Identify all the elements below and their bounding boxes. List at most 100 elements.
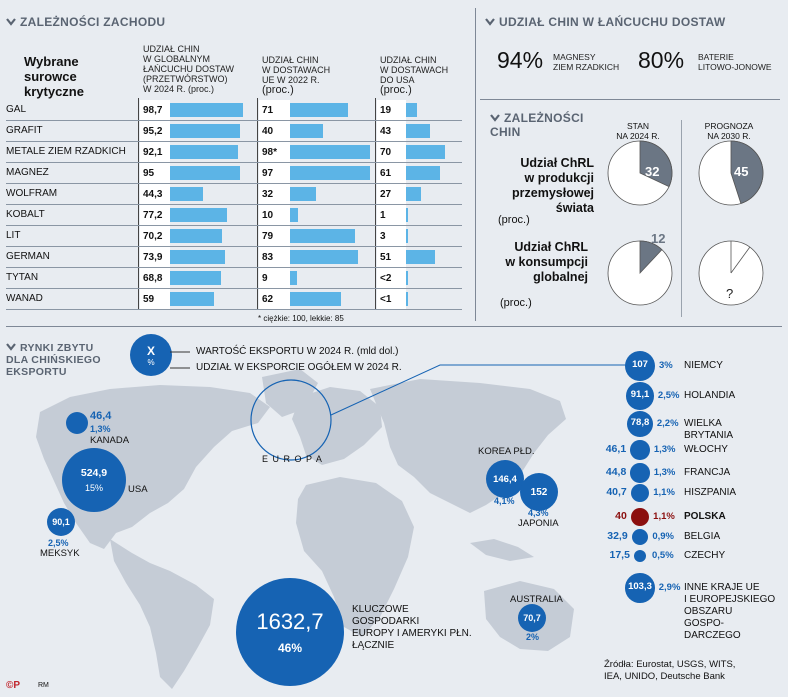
key-label-line: KLUCZOWE [352, 604, 409, 615]
value-cell-usa: 51 [377, 247, 406, 267]
bubble-eu-country [633, 549, 647, 563]
value-cell-usa: 19 [377, 100, 406, 120]
section-title-markets-text: DLA CHIŃSKIEGO [6, 354, 101, 366]
bar-eu [290, 271, 298, 285]
cons-label: Udział ChRL w konsumpcji globalnej [488, 240, 588, 285]
south-america [110, 539, 214, 689]
australia-share: 2% [526, 632, 540, 642]
col2-header-line: W DOSTAWACH [262, 65, 331, 75]
pie-cons-2024 [607, 240, 673, 306]
bar-usa [406, 166, 441, 180]
pie-cons-2030 [698, 240, 764, 306]
col1-header-line: UDZIAŁ CHIN [143, 44, 200, 54]
eu-name: INNE KRAJE UE I EUROPEJSKIEGO OBSZARU GOSPO… [684, 582, 775, 642]
value-cell-usa: 70 [377, 142, 406, 162]
japan-name: JAPONIA [518, 518, 559, 529]
value-cell-global: 95,2 [140, 121, 170, 141]
value-cell-global: 44,3 [140, 184, 170, 204]
panel-divider [480, 99, 780, 100]
col1-header-line: ŁAŃCUCHU DOSTAW [143, 64, 235, 74]
footnote: * ciężkie: 100, lekkie: 85 [258, 314, 344, 323]
section-title-markets-text: EKSPORTU [6, 366, 67, 378]
table-row-line [6, 225, 462, 226]
bar-usa [406, 187, 422, 201]
eu-name: WŁOCHY [684, 444, 728, 456]
value-cell-eu: 97 [259, 163, 290, 183]
magnets-label-line: ZIEM RZADKICH [553, 62, 620, 72]
bubble-usa: 524,9 15% [62, 448, 126, 512]
prod-label-line: przemysłowej [512, 186, 594, 200]
col1-header-line: W 2024 R. (proc.) [143, 84, 215, 94]
section-title-markets: RYNKI ZBYTU DLA CHIŃSKIEGO EKSPORTU [6, 342, 101, 378]
chevron-icon [6, 343, 16, 351]
eu-name-line: INNE KRAJE UE [684, 582, 760, 593]
mexico-value: 90,1 [52, 517, 70, 527]
material-name: WANAD [6, 293, 43, 304]
usa-name: USA [128, 484, 148, 495]
pie-cons-2024-label: 12 [651, 231, 666, 246]
bar-global [170, 229, 222, 243]
canada-name: KANADA [90, 435, 130, 446]
mexico-share: 2,5% [48, 538, 69, 548]
magnets-label-line: MAGNESY [553, 52, 596, 62]
eu-share: 2,9% [658, 582, 681, 593]
prod-label-line: świata [555, 201, 594, 215]
sources-line: Źródła: Eurostat, USGS, WITS, [604, 659, 736, 670]
bubble-korea: 146,4 [486, 460, 524, 498]
panel-divider [475, 8, 476, 321]
section-title-supply-text: UDZIAŁ CHIN W ŁAŃCUCHU DOSTAW [499, 15, 726, 29]
pie-slice [639, 240, 663, 275]
canada-value: 46,4 [90, 410, 112, 422]
pie-prod-2030-label: 45 [734, 164, 749, 179]
value-cell-eu: 10 [259, 205, 290, 225]
bar-eu [290, 103, 349, 117]
eu-name-line: NIEMCY [684, 360, 723, 371]
bar-usa [406, 124, 431, 138]
eu-name-line: CZECHY [684, 550, 726, 561]
bar-usa [406, 103, 417, 117]
bubble-eu-country [626, 382, 654, 410]
legend-bubble-pct: % [147, 357, 155, 367]
publisher-logo: ©P [6, 680, 21, 691]
europe [292, 387, 382, 465]
key-label-line: ŁĄCZNIE [352, 640, 395, 651]
value-cell-usa: <1 [377, 289, 406, 309]
korea-share: 4,1% [494, 496, 515, 506]
col1-header: UDZIAŁ CHIN W GLOBALNYM ŁAŃCUCHU DOSTAW … [143, 44, 234, 94]
bar-eu [290, 124, 323, 138]
bar-global [170, 103, 244, 117]
usa-value: 524,9 [80, 467, 108, 479]
bubble-eu-country [630, 463, 650, 483]
col3-header-line: W DOSTAWACH [380, 65, 449, 75]
value-cell-eu: 83 [259, 247, 290, 267]
bar-usa [406, 229, 408, 243]
legend-bubble: X % [130, 334, 172, 376]
legend-value-label: WARTOŚĆ EKSPORTU W 2024 R. (mld dol.) [196, 346, 399, 357]
eu-name-line: BRYTANIA [684, 430, 734, 441]
pie-col-2024-line: STAN [626, 121, 650, 131]
bubble-eu-country [625, 351, 655, 381]
japan-value: 152 [530, 486, 548, 498]
bar-global [170, 187, 203, 201]
pie-col-2024-line: NA 2024 R. [616, 131, 660, 141]
eu-name-line: BELGIA [684, 531, 721, 542]
prod-label-line: Udział ChRL [520, 156, 594, 170]
section-title-supply: UDZIAŁ CHIN W ŁAŃCUCHU DOSTAW [485, 15, 725, 29]
eu-name: NIEMCY [684, 360, 723, 372]
legend-share-label: UDZIAŁ W EKSPORCIE OGÓŁEM W 2024 R. [196, 362, 402, 373]
value-cell-usa: 1 [377, 205, 406, 225]
batteries-label-line: LITOWO-JONOWE [698, 62, 772, 72]
eu-name-line: HISZPANIA [684, 487, 737, 498]
batteries-label: BATERIE LITOWO-JONOWE [698, 52, 772, 72]
material-name: KOBALT [6, 209, 45, 220]
eu-value: 46,1 [605, 443, 627, 455]
pie-prod-2024 [607, 140, 673, 206]
eu-name-line: OBSZARU [684, 606, 733, 617]
key-label: KLUCZOWE GOSPODARKI EUROPY I AMERYKI PŁN… [352, 604, 472, 652]
eu-name: BELGIA [684, 531, 720, 543]
asia [370, 379, 566, 513]
eu-share: 2,5% [657, 390, 680, 401]
value-cell-usa: 61 [377, 163, 406, 183]
value-cell-eu: 40 [259, 121, 290, 141]
col2-header-line: UDZIAŁ CHIN [262, 55, 319, 65]
